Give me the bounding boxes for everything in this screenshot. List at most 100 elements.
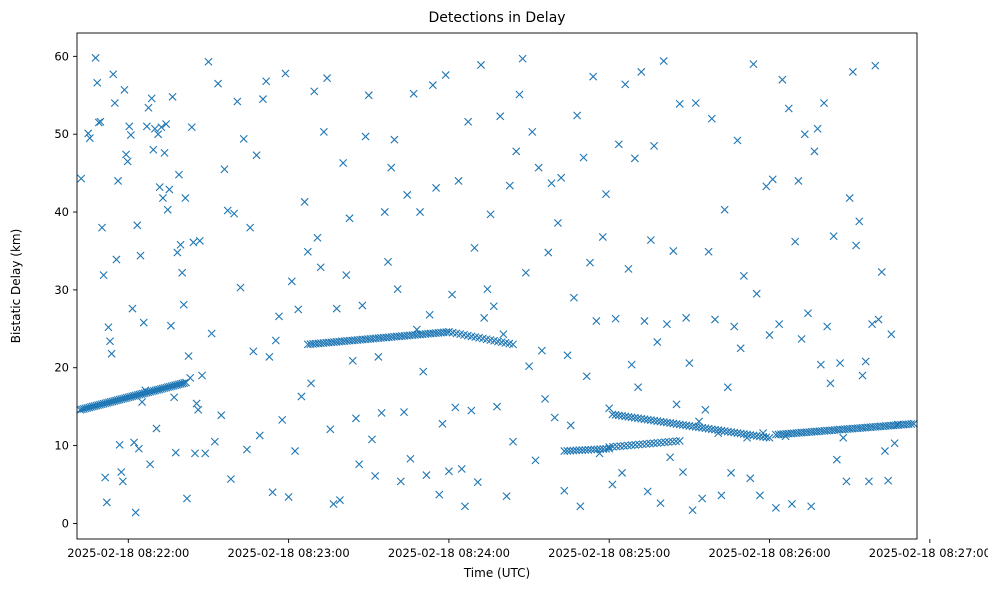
track-5-point	[611, 410, 620, 419]
detection-point	[444, 467, 453, 476]
detection-point	[157, 123, 166, 132]
detection-point	[637, 67, 646, 76]
detection-point	[412, 325, 421, 334]
y-tick-label: 60	[54, 49, 69, 63]
track-5-point	[656, 417, 665, 426]
detection-point	[138, 398, 147, 406]
detection-point	[77, 174, 86, 183]
detection-point	[94, 118, 103, 127]
track-5-point	[666, 419, 675, 428]
detection-point	[759, 429, 768, 438]
track-5-point	[646, 416, 655, 425]
detection-point	[316, 263, 325, 272]
detection-point	[730, 322, 739, 331]
detection-point	[813, 124, 822, 133]
detection-point	[553, 218, 562, 227]
detection-point	[557, 173, 566, 182]
detection-point	[252, 151, 261, 160]
track-5-point	[733, 429, 742, 438]
detection-point	[371, 471, 380, 480]
track-5-point	[765, 433, 774, 442]
detection-point	[246, 223, 255, 232]
detection-point	[186, 373, 195, 382]
detection-point	[150, 124, 159, 133]
detection-point	[762, 182, 771, 191]
y-tick-label: 30	[54, 283, 69, 297]
detection-point	[855, 217, 864, 226]
detection-point	[752, 289, 761, 298]
detection-point	[355, 460, 364, 469]
track-5-point	[634, 414, 643, 423]
detection-point	[152, 424, 161, 433]
detection-point	[768, 175, 777, 184]
detection-point	[787, 499, 796, 508]
detection-point	[733, 136, 742, 145]
track-5-point	[704, 424, 713, 433]
track-5-point	[707, 425, 716, 434]
detection-point	[131, 508, 140, 517]
detection-point	[99, 271, 108, 280]
detection-point	[123, 157, 132, 166]
detection-point	[496, 112, 505, 121]
track-3-point	[509, 340, 518, 349]
detection-point	[541, 394, 550, 403]
detection-point	[720, 205, 729, 214]
track-4-point	[581, 445, 590, 454]
detection-point	[162, 120, 171, 129]
track-4-point	[566, 446, 575, 455]
detection-point	[714, 429, 723, 438]
detection-point	[800, 130, 809, 139]
track-5-point	[662, 418, 671, 427]
detection-point	[310, 87, 319, 96]
detection-point	[739, 271, 748, 280]
detection-point	[155, 183, 164, 192]
detection-point	[428, 81, 437, 90]
detection-point	[611, 314, 620, 323]
detection-point	[493, 402, 501, 411]
track-5-point	[672, 419, 681, 428]
detection-point	[643, 487, 652, 496]
track-5-point	[678, 420, 687, 429]
track-5-point	[650, 416, 659, 425]
detection-point	[502, 492, 511, 501]
detection-point	[476, 60, 485, 69]
detection-point	[464, 117, 473, 126]
detection-point	[486, 210, 495, 219]
detection-point	[448, 290, 457, 299]
detection-point	[675, 99, 684, 108]
detection-point	[91, 53, 100, 62]
track-5-point	[743, 430, 752, 439]
detection-point	[166, 321, 175, 330]
track-5-point	[653, 417, 662, 426]
detection-point	[323, 74, 332, 83]
detection-point	[133, 221, 142, 230]
track-5-point	[627, 413, 636, 422]
detection-point	[173, 248, 182, 257]
detection-point	[141, 386, 150, 395]
x-tick-label: 2025-02-18 08:22:00	[67, 546, 189, 560]
detection-point	[560, 486, 569, 495]
detection-point	[566, 421, 575, 430]
track-5-point	[640, 415, 649, 424]
detection-point	[207, 329, 216, 338]
detection-point	[457, 464, 466, 473]
plot-area-frame	[76, 32, 918, 540]
detection-point	[698, 494, 707, 503]
detection-point	[672, 400, 681, 409]
detection-point	[781, 432, 790, 441]
detection-point	[749, 60, 758, 69]
track-4-point	[560, 447, 569, 456]
detection-point	[136, 251, 145, 260]
detection-point	[701, 405, 710, 414]
detection-point	[589, 72, 598, 81]
detection-point	[884, 476, 893, 485]
detection-point	[682, 313, 691, 322]
detection-point	[746, 474, 755, 483]
x-tick-label: 2025-02-18 08:27:00	[869, 546, 988, 560]
detection-point	[114, 176, 123, 185]
detection-point	[101, 473, 110, 482]
track-5-point	[608, 410, 617, 419]
track-4-point	[572, 446, 581, 455]
detection-point	[646, 236, 655, 245]
track-5-point	[621, 412, 630, 421]
